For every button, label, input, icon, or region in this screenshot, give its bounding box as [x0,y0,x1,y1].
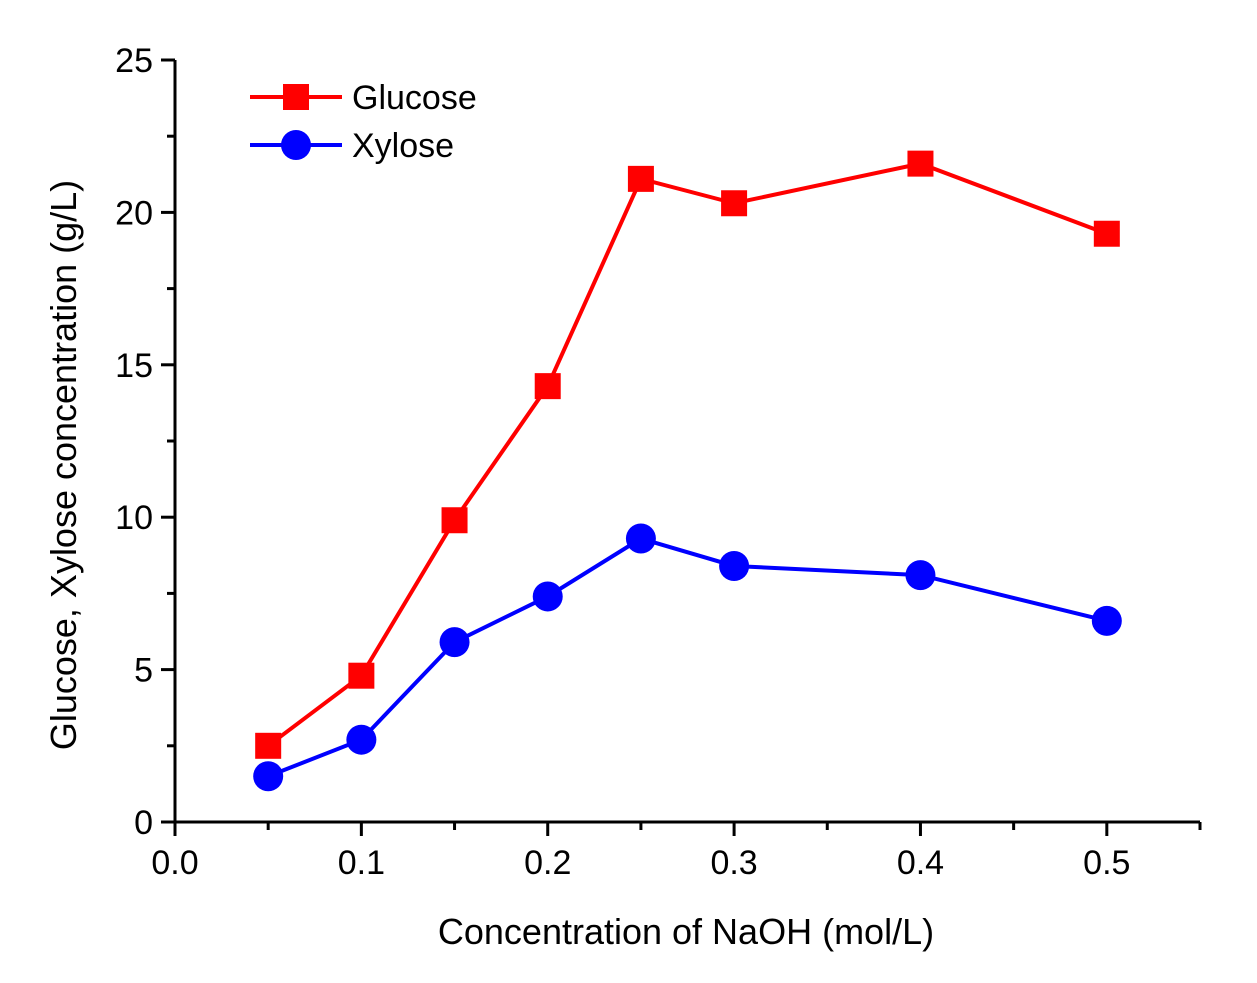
xylose-line [267,536,1108,779]
x-tick-label: 0.3 [710,844,757,882]
legend-marker [283,84,309,110]
y-tick-label: 20 [115,194,153,232]
glucose-point [627,165,654,192]
glucose-point [907,150,934,177]
y-tick-label: 10 [115,499,153,537]
glucose-point [441,507,468,534]
x-axis-title: Concentration of NaOH (mol/L) [438,911,934,952]
y-axis-title: Glucose, Xylose concentration (g/L) [43,180,84,750]
axis-ticks: 0.0 0.1 0.2 0.3 0.4 0.5 0 5 10 15 20 25 [115,42,1202,882]
legend: Glucose Xylose [250,79,477,165]
legend-item-glucose: Glucose [250,79,477,117]
legend-item-xylose: Xylose [250,127,454,165]
xylose-point [532,581,563,612]
xylose-point [625,523,656,554]
axes [173,60,1200,824]
legend-label: Xylose [352,127,454,165]
glucose-line [266,161,1108,748]
y-tick-label: 0 [134,804,153,842]
x-tick-label: 0.4 [897,844,944,882]
series-glucose [255,150,1120,759]
x-tick-label: 0.1 [338,844,385,882]
glucose-point [534,373,561,400]
xylose-point [1091,605,1122,636]
x-tick-label: 0.5 [1083,844,1130,882]
xylose-point [719,550,750,581]
xylose-point [346,724,377,755]
data-series [253,150,1122,792]
xylose-point [905,560,936,591]
y-tick-label: 25 [115,42,153,80]
legend-marker [281,130,311,160]
legend-label: Glucose [352,79,477,117]
y-tick-label: 15 [115,347,153,385]
glucose-point [1093,220,1120,247]
glucose-point [348,662,375,689]
x-tick-label: 0.2 [524,844,571,882]
y-tick-label: 5 [134,652,153,690]
xylose-point [253,761,284,792]
xylose-point [439,627,470,658]
x-tick-label: 0.0 [151,844,198,882]
glucose-point [255,732,282,759]
series-xylose [253,523,1122,792]
glucose-point [721,190,748,217]
